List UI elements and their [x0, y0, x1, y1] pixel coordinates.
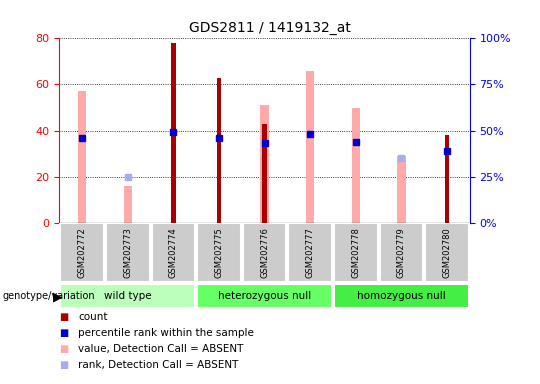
Bar — [217, 78, 221, 223]
Text: GSM202775: GSM202775 — [214, 227, 224, 278]
Bar — [197, 223, 241, 282]
Bar — [106, 223, 150, 282]
Bar — [262, 124, 267, 223]
Bar — [334, 283, 469, 308]
Text: genotype/variation: genotype/variation — [3, 291, 96, 301]
Text: count: count — [78, 312, 108, 322]
Bar — [78, 91, 86, 223]
Bar — [288, 223, 332, 282]
Text: GSM202773: GSM202773 — [123, 227, 132, 278]
Bar — [306, 71, 314, 223]
Bar — [425, 223, 469, 282]
Text: GSM202778: GSM202778 — [352, 227, 360, 278]
Bar — [124, 186, 132, 223]
Text: GSM202779: GSM202779 — [397, 227, 406, 278]
Bar — [60, 283, 195, 308]
Text: percentile rank within the sample: percentile rank within the sample — [78, 328, 254, 338]
Text: rank, Detection Call = ABSENT: rank, Detection Call = ABSENT — [78, 360, 239, 370]
Text: ■: ■ — [59, 328, 69, 338]
Text: GSM202774: GSM202774 — [169, 227, 178, 278]
Bar — [334, 223, 377, 282]
Text: GDS2811 / 1419132_at: GDS2811 / 1419132_at — [189, 21, 351, 35]
Text: homozygous null: homozygous null — [357, 291, 446, 301]
Text: ■: ■ — [59, 360, 69, 370]
Bar — [397, 156, 406, 223]
Text: wild type: wild type — [104, 291, 152, 301]
Text: ▶: ▶ — [53, 290, 63, 303]
Bar — [60, 223, 104, 282]
Bar — [152, 223, 195, 282]
Bar — [260, 105, 269, 223]
Text: GSM202776: GSM202776 — [260, 227, 269, 278]
Text: value, Detection Call = ABSENT: value, Detection Call = ABSENT — [78, 344, 244, 354]
Bar — [171, 43, 176, 223]
Bar — [445, 135, 449, 223]
Text: ■: ■ — [59, 344, 69, 354]
Text: ■: ■ — [59, 312, 69, 322]
Text: GSM202777: GSM202777 — [306, 227, 315, 278]
Text: heterozygous null: heterozygous null — [218, 291, 311, 301]
Text: GSM202772: GSM202772 — [78, 227, 87, 278]
Bar — [380, 223, 423, 282]
Text: GSM202780: GSM202780 — [442, 227, 451, 278]
Bar — [197, 283, 332, 308]
Bar — [352, 108, 360, 223]
Bar — [242, 223, 287, 282]
